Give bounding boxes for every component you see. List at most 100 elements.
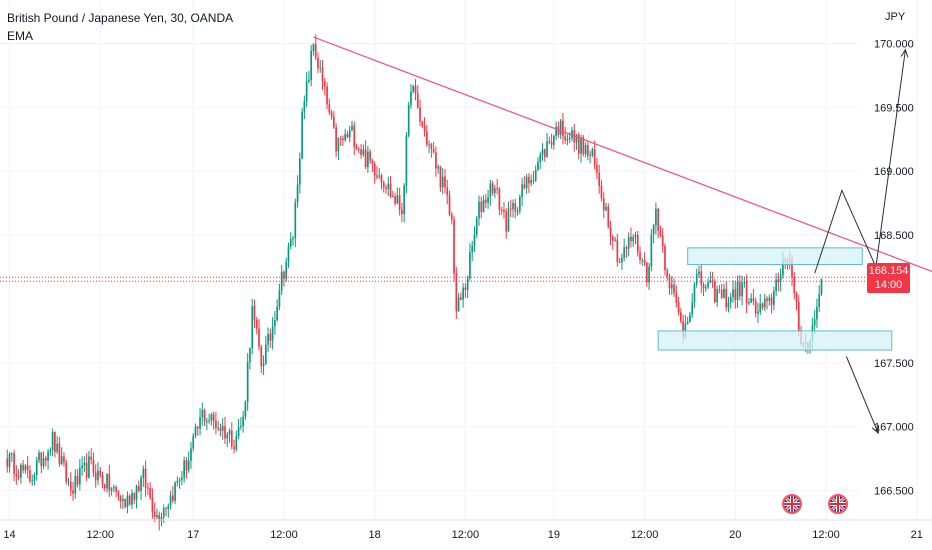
candle-body xyxy=(582,137,585,155)
candle xyxy=(319,59,322,73)
candle xyxy=(38,449,40,464)
candle-body xyxy=(153,511,156,518)
candle xyxy=(423,117,426,137)
candle xyxy=(550,133,553,149)
candle xyxy=(69,472,72,497)
candle xyxy=(766,296,768,310)
candle xyxy=(614,236,616,242)
candle-body xyxy=(212,414,215,422)
candle-body xyxy=(303,101,306,112)
candle-body xyxy=(181,477,183,480)
candle-body xyxy=(348,130,351,138)
candle-body xyxy=(552,135,555,145)
candle xyxy=(673,278,675,298)
candle-body xyxy=(305,81,308,102)
candle-body xyxy=(475,218,478,235)
candle-body xyxy=(76,475,79,485)
candle-body xyxy=(743,281,746,283)
candle xyxy=(221,418,224,440)
x-tick-label: 18 xyxy=(369,529,381,541)
candle xyxy=(76,469,79,488)
candle-body xyxy=(219,427,222,431)
candle-body xyxy=(775,279,777,292)
candle-body xyxy=(208,420,210,422)
candle xyxy=(559,118,562,140)
chart-title[interactable]: British Pound / Japanese Yen, 30, OANDA xyxy=(7,11,234,25)
candle xyxy=(611,234,614,250)
candle-body xyxy=(707,282,709,288)
candle-body xyxy=(69,481,72,491)
candle xyxy=(664,243,666,276)
candle xyxy=(546,132,548,158)
candle xyxy=(659,225,662,238)
candle-body xyxy=(280,271,283,291)
candle-body xyxy=(260,346,263,367)
candle-body xyxy=(403,185,406,215)
candle xyxy=(487,190,489,209)
candle-body xyxy=(323,81,326,87)
candle xyxy=(22,460,24,474)
candle xyxy=(457,293,460,312)
candle xyxy=(169,491,172,510)
candle xyxy=(634,231,637,245)
candle-body xyxy=(577,134,580,154)
candle-body xyxy=(661,235,664,247)
candle-body xyxy=(401,209,403,215)
candle-body xyxy=(215,421,217,428)
candle xyxy=(317,52,319,74)
candle xyxy=(430,142,433,158)
candle xyxy=(743,276,746,288)
candle-body xyxy=(42,458,45,466)
candle xyxy=(616,233,619,267)
candle-body xyxy=(564,136,567,141)
candle-body xyxy=(391,196,394,198)
candle-body xyxy=(176,480,179,483)
candle xyxy=(35,456,38,481)
candle-body xyxy=(700,271,703,285)
candle-body xyxy=(398,195,401,210)
candle-body xyxy=(387,183,390,190)
candle xyxy=(507,201,510,233)
candle xyxy=(219,423,222,437)
candle xyxy=(453,215,455,282)
candle-body xyxy=(357,148,360,150)
candle xyxy=(419,99,421,127)
candle xyxy=(167,503,170,518)
candle-body xyxy=(253,305,256,320)
candle xyxy=(74,469,77,499)
candle xyxy=(505,208,508,239)
candle-body xyxy=(15,473,18,477)
candle-body xyxy=(539,154,542,162)
candle-body xyxy=(464,287,467,291)
candle xyxy=(49,447,52,456)
candle-body xyxy=(158,515,161,522)
candle-body xyxy=(33,474,36,481)
uk-flag-event-icon[interactable] xyxy=(782,494,802,514)
candle xyxy=(47,448,49,470)
candle xyxy=(133,492,136,504)
candle-body xyxy=(543,149,546,157)
candle-body xyxy=(460,297,462,300)
uk-flag-event-icon[interactable] xyxy=(828,494,848,514)
candle-body xyxy=(199,417,201,429)
candle-body xyxy=(607,206,610,227)
candle-body xyxy=(149,488,151,498)
x-tick-label: 19 xyxy=(548,529,560,541)
candle xyxy=(269,328,272,348)
candle xyxy=(339,136,342,146)
candle-body xyxy=(328,104,331,113)
indicator-label[interactable]: EMA xyxy=(7,29,34,43)
candle xyxy=(271,317,274,350)
candle-body xyxy=(450,214,453,220)
candle xyxy=(407,101,410,138)
candle-body xyxy=(367,151,369,168)
candle xyxy=(328,98,331,115)
y-tick-label: 170.000 xyxy=(874,38,914,50)
candle-body xyxy=(337,138,340,152)
current-price-tag: 168.154 14:00 xyxy=(867,263,910,293)
candle xyxy=(754,297,757,318)
candle xyxy=(648,262,650,291)
candle-body xyxy=(562,120,564,137)
